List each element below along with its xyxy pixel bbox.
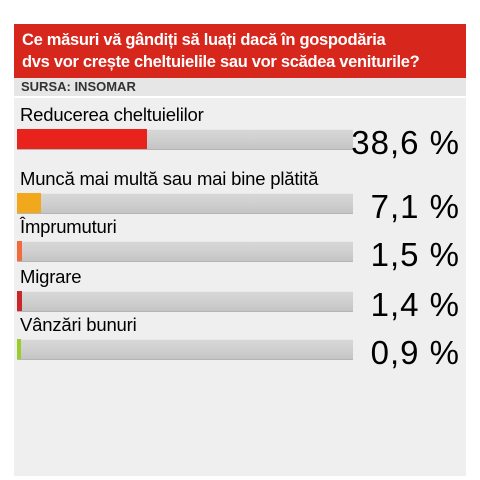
chart-title-line-1: Ce măsuri vă gândiți să luați dacă în go… [22,31,386,49]
bar-value-label: 1,5 % [370,236,460,273]
bar-fill [17,291,22,311]
bar-row: Muncă mai multă sau mai bine plătită 7,1 … [14,168,466,225]
bar-category-label: Reducerea cheltuielilor [20,104,204,125]
bar-value-label: 38,6 % [351,124,460,161]
bar-category-label: Împrumuturi [20,216,117,237]
bar-fill [17,129,147,149]
bar-row: Împrumuturi 1,5 % [14,216,466,273]
bar-category-label: Muncă mai multă sau mai bine plătită [20,168,319,189]
bar-row: Reducerea cheltuielilor 38,6 % [14,104,466,161]
bar-fill [17,193,41,213]
bar-row: Vânzări bunuri 0,9 % [14,314,466,371]
bar-category-label: Vânzări bunuri [20,314,137,335]
bar-fill [17,339,21,359]
bar-track [17,129,353,150]
chart-panel: Reducerea cheltuielilor 38,6 % Muncă mai m… [14,98,466,476]
bar-track [17,339,353,360]
bar-value-label: 0,9 % [370,334,460,371]
bar-track [17,241,353,262]
bar-track [17,193,353,214]
chart-header: Ce măsuri vă gândiți să luați dacă în go… [14,24,466,78]
chart-title-line-2: dvs vor crește cheltuielile sau vor scăd… [22,53,420,71]
bar-value-label: 7,1 % [370,188,460,225]
bar-row: Migrare 1,4 % [14,266,466,323]
bar-track [17,291,353,312]
bar-category-label: Migrare [20,266,82,287]
bar-fill [17,241,22,261]
bar-value-label: 1,4 % [370,286,460,323]
source-label: SURSA: INSOMAR [14,78,466,96]
